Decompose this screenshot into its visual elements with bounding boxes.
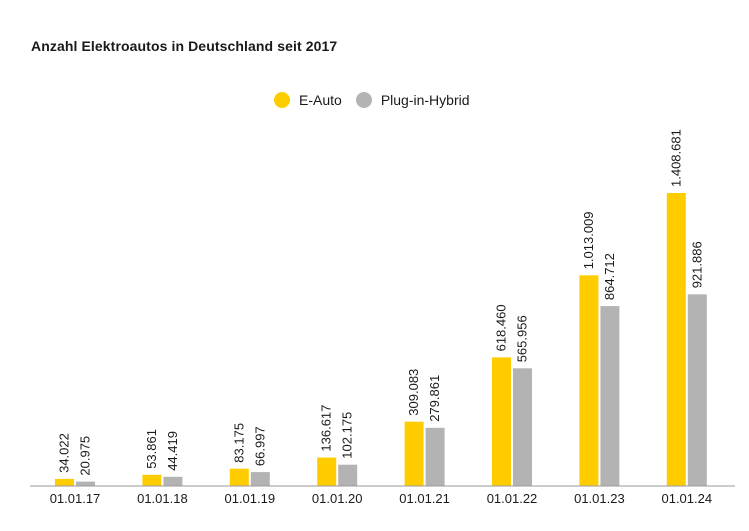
x-tick-label: 01.01.24 (661, 491, 712, 506)
x-tick-label: 01.01.19 (224, 491, 275, 506)
value-label-plug-in-hybrid: 565.956 (515, 315, 530, 362)
x-tick-label: 01.01.21 (399, 491, 450, 506)
bar-plug-in-hybrid (513, 368, 532, 486)
bar-e-auto (142, 474, 162, 486)
value-label-e-auto: 83.175 (231, 423, 246, 463)
value-label-plug-in-hybrid: 102.175 (340, 412, 355, 459)
value-label-e-auto: 53.861 (144, 429, 159, 469)
value-label-plug-in-hybrid: 44.419 (165, 431, 180, 471)
bar-e-auto (492, 357, 511, 486)
legend-swatch-e-auto (274, 92, 290, 108)
value-label-plug-in-hybrid: 20.975 (78, 436, 93, 476)
x-tick-labels-layer: 01.01.17 01.01.18 01.01.19 01.01.20 01.01.21… (50, 491, 712, 506)
bar-e-auto (317, 457, 337, 486)
legend-item-plug-in-hybrid: Plug-in-Hybrid (355, 92, 470, 108)
bars-layer (55, 193, 707, 486)
legend-swatch-plug-in-hybrid (355, 92, 372, 108)
chart-title: Anzahl Elektroautos in Deutschland seit … (31, 38, 338, 54)
bar-e-auto (229, 468, 249, 486)
legend-item-e-auto: E-Auto (274, 92, 342, 108)
value-label-e-auto: 136.617 (319, 405, 334, 452)
bar-plug-in-hybrid (250, 472, 270, 486)
value-label-e-auto: 309.083 (406, 369, 421, 416)
legend: E-Auto Plug-in-Hybrid (274, 92, 484, 108)
bar-plug-in-hybrid (687, 294, 707, 486)
bar-e-auto (55, 478, 74, 486)
x-tick-label: 01.01.17 (50, 491, 101, 506)
value-label-e-auto: 618.460 (494, 304, 509, 351)
legend-label-e-auto: E-Auto (299, 92, 342, 108)
x-tick-label: 01.01.18 (137, 491, 188, 506)
bar-e-auto (404, 421, 424, 486)
value-labels-layer: 34.022 20.975 53.861 44.419 83.175 66.997 136.… (57, 129, 705, 475)
value-label-plug-in-hybrid: 279.861 (427, 375, 442, 422)
x-tick-label: 01.01.20 (312, 491, 363, 506)
value-label-e-auto: 1.408.681 (668, 129, 683, 187)
x-tick-label: 01.01.23 (574, 491, 625, 506)
bar-e-auto (666, 193, 686, 486)
x-tick-label: 01.01.22 (487, 491, 538, 506)
bar-plug-in-hybrid (425, 427, 445, 486)
value-label-e-auto: 1.013.009 (581, 211, 596, 269)
value-label-plug-in-hybrid: 864.712 (602, 253, 617, 300)
bar-plug-in-hybrid (338, 464, 358, 486)
bar-plug-in-hybrid (600, 306, 620, 486)
bar-plug-in-hybrid (76, 481, 95, 486)
value-label-plug-in-hybrid: 66.997 (252, 426, 267, 466)
value-label-e-auto: 34.022 (57, 433, 72, 473)
bar-plug-in-hybrid (163, 476, 183, 486)
bar-e-auto (579, 275, 599, 486)
legend-label-plug-in-hybrid: Plug-in-Hybrid (380, 92, 470, 108)
value-label-plug-in-hybrid: 921.886 (689, 241, 704, 288)
